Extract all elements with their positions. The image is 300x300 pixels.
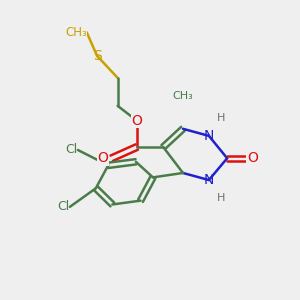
Text: O: O <box>247 151 258 165</box>
Text: H: H <box>217 112 225 123</box>
Text: S: S <box>93 49 101 63</box>
Text: Cl: Cl <box>58 200 70 213</box>
Text: O: O <box>131 114 142 128</box>
Text: CH₃: CH₃ <box>65 26 87 39</box>
Text: O: O <box>98 151 108 165</box>
Text: Cl: Cl <box>66 143 78 157</box>
Text: H: H <box>217 193 225 203</box>
Text: N: N <box>204 173 214 187</box>
Text: CH₃: CH₃ <box>172 92 194 101</box>
Text: N: N <box>204 129 214 143</box>
